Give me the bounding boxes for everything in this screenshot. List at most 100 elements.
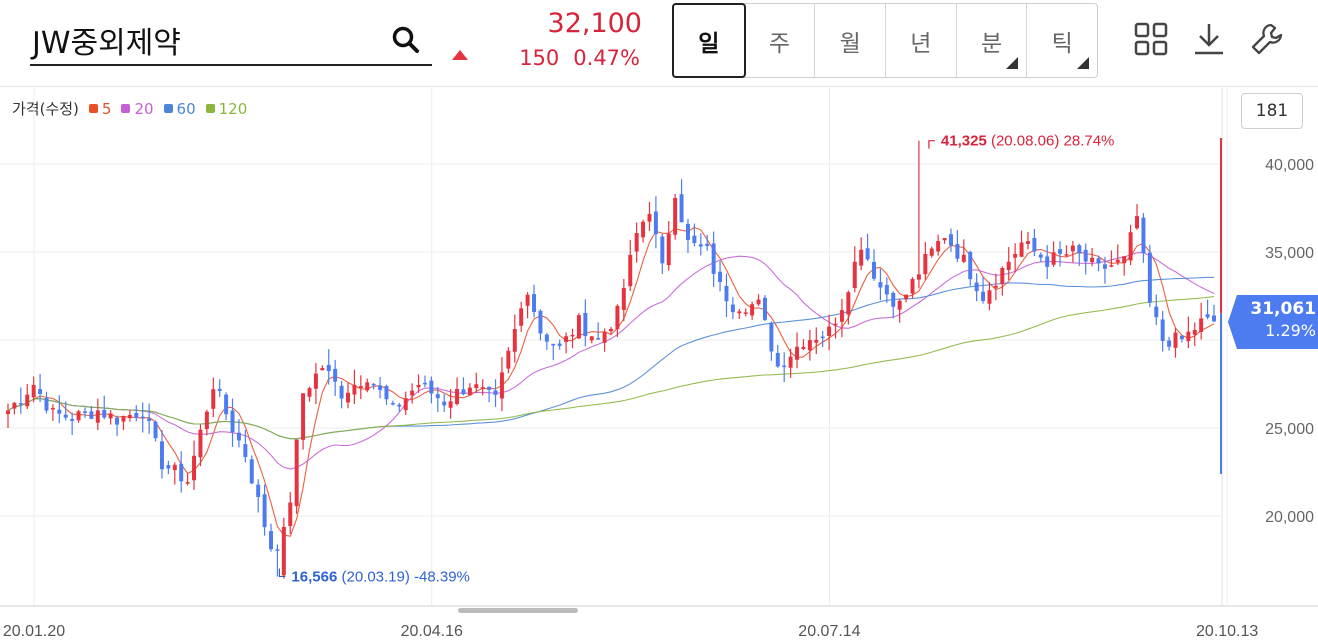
candle-body xyxy=(1212,315,1216,322)
current-price-label: 31,061 1.29% xyxy=(1228,295,1318,349)
current-price: 32,100 xyxy=(547,8,642,39)
candle-body xyxy=(1173,332,1178,348)
candle-body xyxy=(480,387,485,389)
candle-body xyxy=(44,397,49,411)
tab-period-1[interactable]: 주 xyxy=(745,4,816,77)
stock-name-field[interactable]: JW중외제약 xyxy=(32,26,181,61)
search-icon[interactable] xyxy=(390,24,422,56)
candle-body xyxy=(544,334,549,342)
candle-body xyxy=(628,254,633,287)
candle-body xyxy=(448,401,453,408)
candle-body xyxy=(801,346,806,350)
candle-body xyxy=(243,444,248,458)
candle-body xyxy=(692,235,697,244)
candle-body xyxy=(429,380,434,394)
candle-body xyxy=(762,297,767,320)
candle-body xyxy=(788,356,793,368)
candle-body xyxy=(993,285,998,288)
tab-period-0[interactable]: 일 xyxy=(672,3,746,78)
candle-body xyxy=(410,390,415,396)
candle-body xyxy=(589,336,594,341)
tab-period-3[interactable]: 년 xyxy=(886,4,957,77)
candle-body xyxy=(166,465,171,469)
candle-body xyxy=(147,418,152,422)
candle-body xyxy=(198,429,203,458)
candle-body xyxy=(1205,314,1210,318)
candle-body xyxy=(859,249,864,266)
download-icon[interactable] xyxy=(1192,22,1226,56)
candle-body xyxy=(294,439,299,507)
candle-body xyxy=(1186,331,1191,342)
y-tick-label: 35,000 xyxy=(1265,245,1314,262)
candle-body xyxy=(897,300,902,310)
candle-body xyxy=(987,290,992,304)
candle-body xyxy=(679,194,684,223)
candle-body xyxy=(442,401,447,406)
candle-body xyxy=(467,387,472,396)
candle-body xyxy=(6,410,10,415)
candle-body xyxy=(320,367,325,371)
y-tick-label: 25,000 xyxy=(1265,421,1314,438)
candle-body xyxy=(262,494,267,528)
candle-body xyxy=(313,373,318,389)
candle-body xyxy=(1000,268,1005,285)
candle-body xyxy=(204,411,209,430)
candle-body xyxy=(474,384,479,389)
candle-body xyxy=(865,248,870,260)
candle-body xyxy=(1032,237,1037,252)
candle-body xyxy=(846,292,851,315)
candle-body xyxy=(50,407,55,410)
candle-body xyxy=(435,394,440,399)
candle-body xyxy=(397,404,402,407)
candle-body xyxy=(192,455,197,481)
candle-body xyxy=(852,261,857,288)
tab-label: 틱 xyxy=(1051,30,1073,57)
candle-body xyxy=(416,384,421,388)
chart-scroll-handle[interactable] xyxy=(458,608,578,613)
candle-body xyxy=(955,244,960,259)
high-annotation: 41,325 (20.08.06) 28.74% xyxy=(941,133,1114,150)
candle-body xyxy=(1154,306,1159,318)
visible-count-box[interactable]: 181 xyxy=(1241,93,1303,129)
header-bar: JW중외제약 32,100 150 0.47% 일 주 월 년 분 틱 xyxy=(0,0,1318,87)
candle-body xyxy=(358,386,363,388)
candle-body xyxy=(1160,319,1165,341)
candle-body xyxy=(172,464,177,471)
candle-body xyxy=(1038,254,1043,258)
candle-body xyxy=(461,389,466,395)
candle-body xyxy=(974,282,979,292)
price-change: 150 0.47% xyxy=(505,46,640,70)
candle-body xyxy=(833,323,838,326)
candle-body xyxy=(1006,261,1011,270)
candle-body xyxy=(18,403,23,405)
candle-body xyxy=(63,414,68,418)
candle-body xyxy=(333,368,338,382)
candle-body xyxy=(352,384,357,395)
grid-layout-icon[interactable] xyxy=(1134,22,1168,56)
candle-body xyxy=(499,372,504,399)
candle-body xyxy=(134,412,139,418)
chart-legend: 가격(수정) 5 20 60 120 xyxy=(12,98,247,119)
candle-body xyxy=(923,253,928,275)
candle-body xyxy=(422,382,427,385)
ma20-swatch xyxy=(121,104,131,113)
tab-period-2[interactable]: 월 xyxy=(815,4,887,77)
candle-body xyxy=(775,352,780,367)
tab-period-5[interactable]: 틱 xyxy=(1027,4,1097,77)
settings-wrench-icon[interactable] xyxy=(1250,22,1284,56)
candle-body xyxy=(673,197,678,235)
candle-body xyxy=(942,238,947,241)
candle-body xyxy=(249,459,254,484)
tab-period-4[interactable]: 분 xyxy=(957,4,1028,77)
y-tick-label: 40,000 xyxy=(1265,157,1314,174)
candle-body xyxy=(230,410,235,433)
ma20-line xyxy=(7,252,1215,470)
candle-body xyxy=(936,240,941,252)
candle-body xyxy=(968,251,973,280)
candle-body xyxy=(217,388,222,391)
candle-body xyxy=(737,311,742,314)
candle-body xyxy=(1122,256,1127,264)
candle-body xyxy=(1179,335,1184,340)
candle-body xyxy=(878,282,883,288)
